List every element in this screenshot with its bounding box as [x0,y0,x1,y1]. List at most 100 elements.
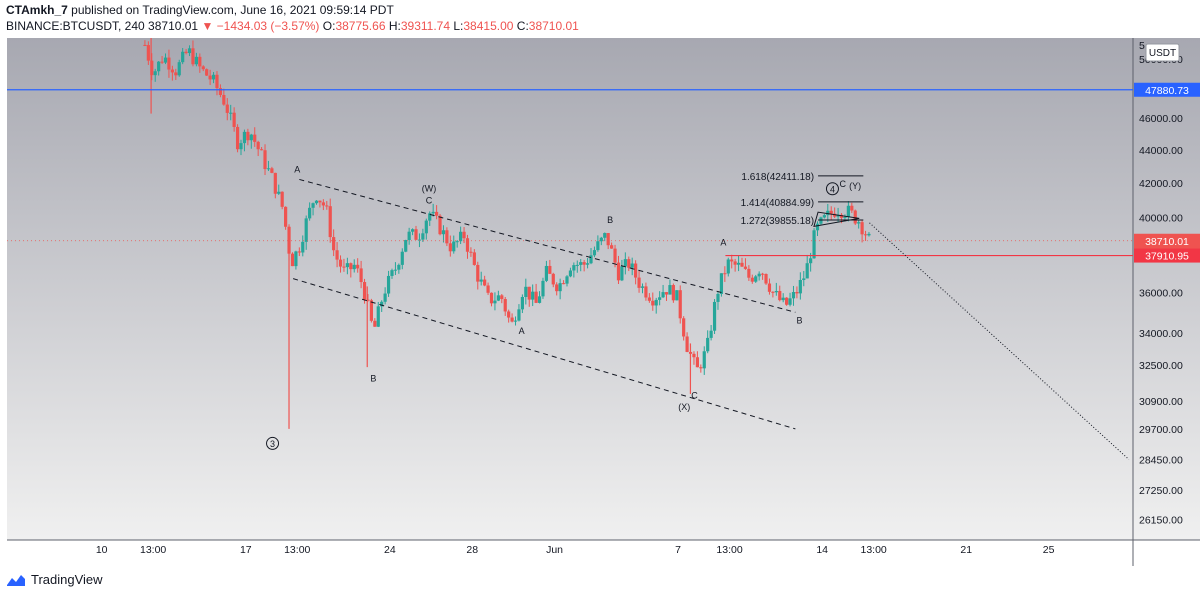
candle-body [747,268,751,278]
candle-body [321,202,325,206]
wave-label: B [797,316,803,326]
price-axis-labels: 50000.0048000.0046000.0044000.0042000.00… [1139,40,1183,526]
time-axis[interactable] [7,540,1133,566]
candle-body [781,297,785,301]
candle-body [541,280,545,297]
author-name[interactable]: CTAmkh_7 [6,3,68,17]
candle-body [229,112,233,114]
candle-body [297,251,301,253]
candle-body [702,351,706,369]
candle-body [634,263,638,278]
candle-body [664,292,669,295]
currency-button [1145,43,1180,62]
plot-area[interactable] [7,38,1133,540]
fib-level-label: 1.414(40884.99) [741,198,814,209]
candle-body [723,273,727,275]
candle-body [493,300,497,304]
candle-body [692,353,696,358]
price-axis[interactable] [1133,38,1200,540]
candle-body [736,262,741,265]
candle-body [143,44,147,46]
candle-body [452,241,456,252]
candle-body [410,229,415,232]
time-axis-labels: 10 13:00 17 13:00 24 28 Jun 7 13:00 14 13:00 21 25 [96,544,1055,556]
candle-body [222,94,226,105]
candle-body [356,264,360,269]
high-value: 39311.74 [400,19,451,33]
price-tick-label: 32500.00 [1139,360,1183,372]
candle-body [290,253,295,267]
candle-body [235,126,240,150]
candle-body [486,285,490,293]
candle-body [359,268,363,283]
candle-body [819,217,823,224]
symbol-label: BINANCE:BTCUSDT, 240 [6,19,145,33]
price-tick-label: 44000.00 [1139,145,1183,157]
candle-body [280,191,284,207]
candle-body [678,290,682,319]
candle-body [266,168,271,170]
time-tick-label: 13:00 [140,544,166,556]
candle-body [314,200,319,204]
candle-body [839,214,844,218]
candle-body [153,71,157,76]
wave-circle [825,182,839,196]
candle-body [719,273,724,294]
time-tick-label: 13:00 [716,544,742,556]
candle-body [242,131,247,144]
candle-body [596,241,600,251]
candle-body [507,311,511,318]
candle-body [308,207,312,219]
wave-label: A [720,238,726,248]
candle-body [767,283,772,292]
candle-body [404,240,408,252]
candle-body [640,286,645,288]
time-tick-label: 28 [466,544,478,556]
candle-body [181,51,185,63]
wave-label: C [840,179,847,189]
candle-body [750,277,754,282]
candle-body [730,259,734,262]
candle-body [682,318,686,337]
candle-body [860,222,864,235]
candle-body [637,277,641,288]
candle-body [259,149,264,151]
candle-body [163,57,168,63]
candle-body [263,150,267,170]
candle-body [524,286,528,297]
candle-body [815,223,820,231]
candle-body [400,251,404,265]
candle-body [205,69,209,76]
close-label: C: [516,19,529,33]
candle-body [445,230,449,244]
candle-body [421,233,425,240]
tradingview-brand[interactable]: TradingView [6,572,103,587]
wave-circled-label: 3 [270,439,275,449]
brand-name: TradingView [31,572,103,587]
candle-body [771,291,775,293]
price-chart[interactable]: 1.618(42411.18) 1.414(40884.99) 1.272(3985… [0,0,1200,566]
candle-body [544,265,549,281]
candle-body [853,210,857,224]
candle-body [537,296,542,303]
high-label: H: [388,19,401,33]
candle-body [743,266,748,269]
candle-body [850,205,854,211]
candle-body [685,336,689,352]
wave-label: C [691,390,698,400]
candle-body [791,292,796,299]
candle-body [671,285,675,301]
candle-body [555,284,559,292]
candle-body [424,220,428,234]
candle-body [579,262,583,265]
candle-body [284,206,288,227]
candle-body [270,168,274,173]
candle-body [150,60,154,76]
price-tick-label: 30900.00 [1139,396,1183,408]
candle-body [397,264,401,270]
candle-body [565,276,569,284]
drawings-layer: 1.618(42411.18) 1.414(40884.99) 1.272(3985… [7,89,1133,460]
candle-body [661,292,665,298]
chart-header: CTAmkh_7 published on TradingView.com, J… [0,0,1200,38]
candle-body [572,265,576,271]
